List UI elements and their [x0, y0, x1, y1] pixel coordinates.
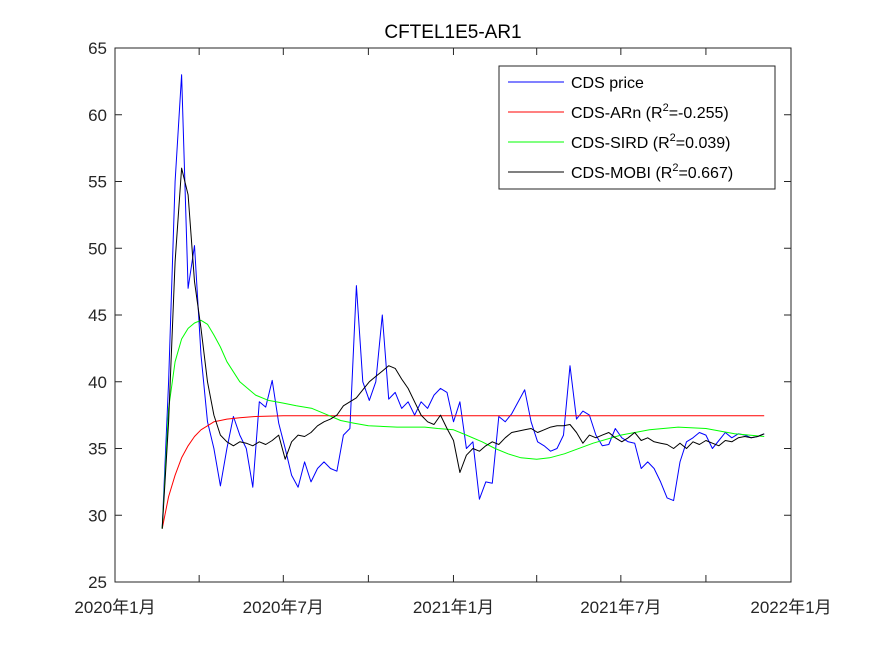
legend-label: CDS-MOBI (R2=0.667)	[571, 162, 733, 182]
y-tick-label: 65	[88, 39, 107, 58]
x-tick-label: 2021年7月	[580, 598, 661, 617]
legend-label-text: =-0.255)	[669, 105, 729, 122]
y-tick-label: 30	[88, 506, 107, 525]
legend-label-text: =0.039)	[676, 135, 731, 152]
x-tick-label: 2022年1月	[750, 598, 831, 617]
legend-label-text: =0.667)	[678, 165, 733, 182]
y-tick-label: 50	[88, 239, 107, 258]
x-tick-label: 2020年7月	[243, 598, 324, 617]
y-tick-label: 60	[88, 106, 107, 125]
legend-label: CDS-SIRD (R2=0.039)	[571, 132, 731, 152]
series-layer	[161, 74, 765, 529]
x-tick-label: 2020年1月	[74, 598, 155, 617]
y-tick-label: 40	[88, 373, 107, 392]
legend-label-text: CDS-MOBI (R	[571, 165, 672, 182]
series-line-3	[161, 167, 765, 529]
legend-box	[498, 65, 776, 190]
y-tick-label: 45	[88, 306, 107, 325]
y-tick-label: 35	[88, 440, 107, 459]
legend-label-superscript: 2	[663, 102, 669, 114]
axes-layer: 25 30 35 40 45 50 55 60 65 2020年1月 2020年7月 2021年1月 2…	[74, 39, 831, 617]
legend-label-text: CDS-ARn (R	[571, 105, 663, 122]
x-tick-label: 2021年1月	[413, 598, 494, 617]
chart-title: CFTEL1E5-AR1	[384, 22, 521, 43]
legend-label-text: CDS-SIRD (R	[571, 135, 670, 152]
legend-label-superscript: 2	[670, 132, 676, 144]
legend-label-superscript: 2	[672, 162, 678, 174]
legend-label: CDS-ARn (R2=-0.255)	[571, 102, 729, 122]
series-line-0	[161, 74, 765, 529]
series-line-2	[161, 319, 765, 529]
y-tick-label: 25	[88, 573, 107, 592]
legend-label: CDS price	[571, 75, 644, 92]
series-line-1	[161, 415, 765, 529]
legend-label-text: CDS price	[571, 75, 644, 92]
y-tick-label: 55	[88, 173, 107, 192]
